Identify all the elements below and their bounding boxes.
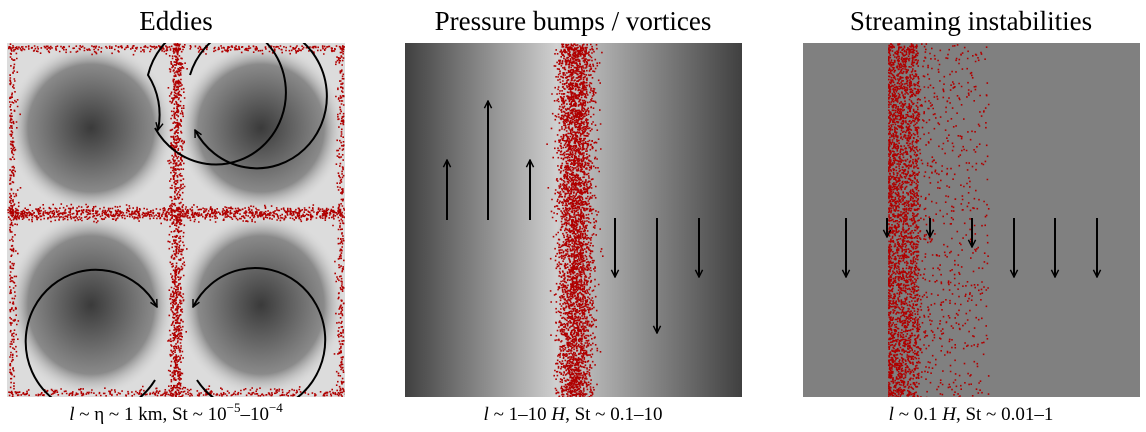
caption-part: ~ 0.1 [894, 404, 942, 425]
caption-part: , St ~ 0.01–1 [956, 404, 1053, 425]
panel-caption: l ~ 0.1 H, St ~ 0.01–1 [889, 404, 1054, 425]
caption-part: l [484, 404, 489, 425]
caption-part: −4 [269, 400, 283, 415]
caption-part: ~ η ~ 1 km, St ~ 10 [74, 404, 226, 425]
panel-title: Pressure bumps / vortices [435, 6, 712, 36]
caption-part: −5 [227, 400, 241, 415]
panel-caption: l ~ 1–10 H, St ~ 0.1–10 [484, 404, 663, 425]
caption-part: l [889, 404, 894, 425]
caption-part: ~ 1–10 [489, 404, 552, 425]
caption-part: H [941, 404, 957, 425]
particles [546, 43, 604, 397]
particles [7, 43, 345, 397]
eddies-panel [7, 43, 345, 397]
panel-title: Streaming instabilities [850, 6, 1092, 36]
panel-caption: l ~ η ~ 1 km, St ~ 10−5–10−4 [69, 400, 283, 425]
caption-part: l [69, 404, 74, 425]
bumps-panel [405, 43, 742, 397]
panel-title: Eddies [139, 6, 213, 36]
streaming-panel [803, 43, 1140, 397]
particles [888, 43, 990, 397]
caption-part: H [550, 404, 566, 425]
caption-part: –10 [239, 404, 269, 425]
caption-part: , St ~ 0.1–10 [565, 404, 662, 425]
